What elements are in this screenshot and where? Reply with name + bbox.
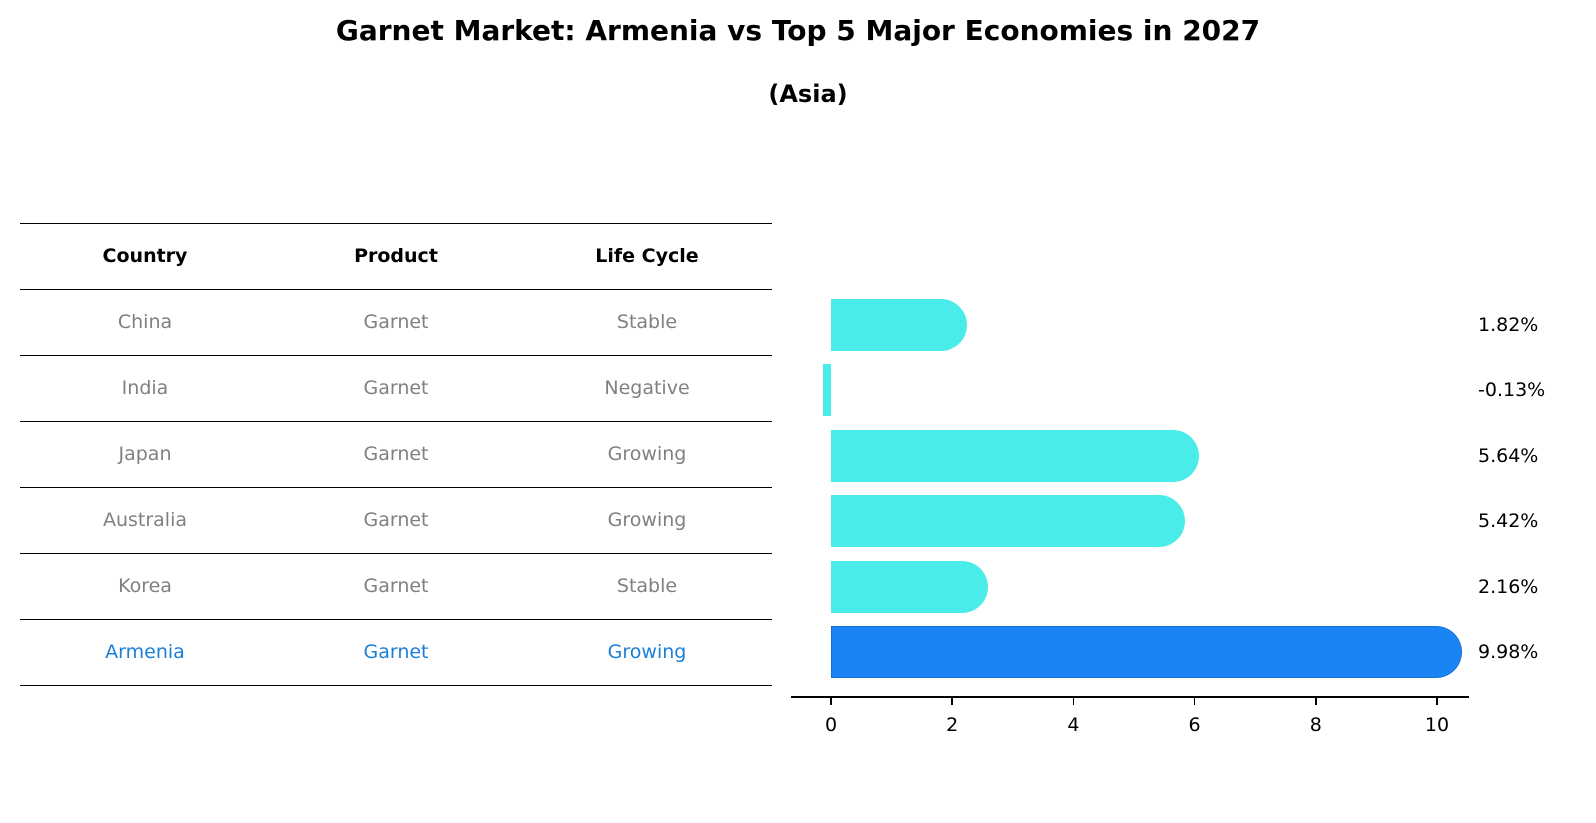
- x-tick: [1193, 698, 1196, 705]
- x-axis: [791, 696, 1469, 698]
- table-rule: [20, 289, 772, 290]
- cell-life-cycle: Growing: [607, 641, 687, 663]
- chart-subtitle: (Asia): [768, 80, 848, 108]
- chart-title: Garnet Market: Armenia vs Top 5 Major Ec…: [335, 14, 1261, 47]
- bar-japan: [831, 430, 1199, 482]
- cell-country: China: [117, 311, 173, 333]
- x-tick-label: 0: [824, 714, 838, 736]
- x-tick-label: 8: [1309, 714, 1322, 736]
- cell-country: India: [121, 377, 169, 399]
- value-label: 5.64%: [1478, 445, 1539, 467]
- bar-australia: [831, 495, 1186, 547]
- cell-life-cycle: Stable: [616, 311, 678, 333]
- bar-armenia: [831, 626, 1462, 678]
- cell-country: Korea: [118, 575, 172, 597]
- header-product: Product: [354, 245, 438, 267]
- value-label: 1.82%: [1478, 314, 1539, 336]
- x-tick: [1072, 698, 1075, 705]
- cell-life-cycle: Growing: [607, 509, 687, 531]
- x-tick-label: 2: [946, 714, 959, 736]
- cell-country: Armenia: [105, 641, 185, 663]
- x-tick: [951, 698, 953, 705]
- table-rule: [20, 355, 772, 356]
- cell-life-cycle: Growing: [607, 443, 687, 465]
- cell-country: Japan: [118, 443, 172, 465]
- value-label: 2.16%: [1478, 576, 1539, 598]
- table-rule: [20, 619, 772, 620]
- bar-china: [831, 299, 968, 351]
- table-rule: [20, 685, 772, 686]
- cell-product: Garnet: [363, 641, 429, 663]
- x-tick-label: 10: [1424, 714, 1450, 736]
- x-tick-label: 4: [1067, 714, 1080, 736]
- table-rule: [20, 223, 772, 224]
- table-rule: [20, 487, 772, 488]
- header-life-cycle: Life Cycle: [595, 245, 699, 267]
- x-tick: [830, 698, 832, 705]
- cell-product: Garnet: [363, 575, 429, 597]
- x-tick-label: 6: [1188, 714, 1201, 736]
- bar-korea: [831, 561, 988, 613]
- cell-product: Garnet: [363, 509, 429, 531]
- value-label: 5.42%: [1478, 510, 1539, 532]
- table-rule: [20, 553, 772, 554]
- cell-product: Garnet: [363, 377, 429, 399]
- cell-product: Garnet: [363, 443, 429, 465]
- bar-india: [823, 364, 831, 416]
- value-label: -0.13%: [1478, 379, 1546, 401]
- cell-country: Australia: [102, 509, 188, 531]
- cell-life-cycle: Stable: [616, 575, 678, 597]
- cell-product: Garnet: [363, 311, 429, 333]
- value-label: 9.98%: [1478, 641, 1539, 663]
- x-tick: [1315, 698, 1317, 705]
- x-tick: [1436, 698, 1438, 705]
- cell-life-cycle: Negative: [604, 377, 690, 399]
- table-rule: [20, 421, 772, 422]
- header-country: Country: [102, 245, 188, 267]
